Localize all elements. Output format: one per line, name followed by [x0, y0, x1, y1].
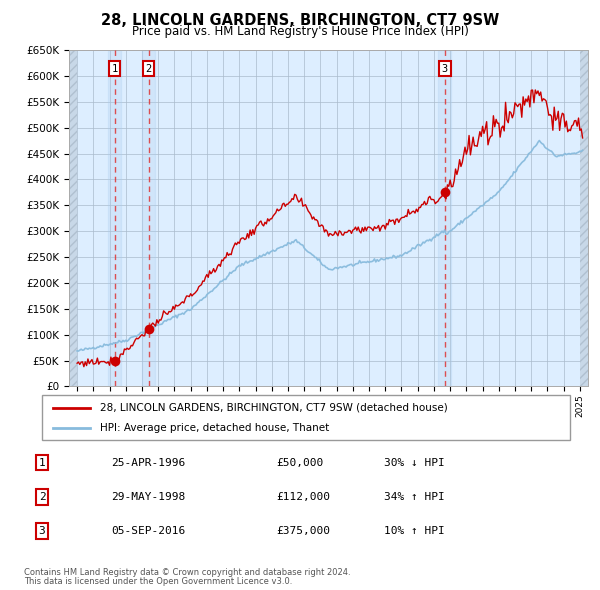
Text: 2: 2: [38, 492, 46, 502]
Text: 10% ↑ HPI: 10% ↑ HPI: [384, 526, 445, 536]
Text: 29-MAY-1998: 29-MAY-1998: [111, 492, 185, 502]
Text: 1: 1: [112, 64, 118, 74]
Text: This data is licensed under the Open Government Licence v3.0.: This data is licensed under the Open Gov…: [24, 578, 292, 586]
Text: £112,000: £112,000: [276, 492, 330, 502]
FancyBboxPatch shape: [42, 395, 570, 440]
Text: £375,000: £375,000: [276, 526, 330, 536]
Text: 28, LINCOLN GARDENS, BIRCHINGTON, CT7 9SW: 28, LINCOLN GARDENS, BIRCHINGTON, CT7 9S…: [101, 13, 499, 28]
Text: £50,000: £50,000: [276, 458, 323, 467]
Text: 28, LINCOLN GARDENS, BIRCHINGTON, CT7 9SW (detached house): 28, LINCOLN GARDENS, BIRCHINGTON, CT7 9S…: [100, 403, 448, 412]
Text: Contains HM Land Registry data © Crown copyright and database right 2024.: Contains HM Land Registry data © Crown c…: [24, 568, 350, 577]
Text: 1: 1: [38, 458, 46, 467]
Text: HPI: Average price, detached house, Thanet: HPI: Average price, detached house, Than…: [100, 423, 329, 433]
Text: 05-SEP-2016: 05-SEP-2016: [111, 526, 185, 536]
Bar: [142, 50, 155, 386]
Text: 30% ↓ HPI: 30% ↓ HPI: [384, 458, 445, 467]
Text: 2: 2: [146, 64, 152, 74]
Bar: [69, 50, 77, 386]
Text: 25-APR-1996: 25-APR-1996: [111, 458, 185, 467]
Text: Price paid vs. HM Land Registry's House Price Index (HPI): Price paid vs. HM Land Registry's House …: [131, 25, 469, 38]
Text: 34% ↑ HPI: 34% ↑ HPI: [384, 492, 445, 502]
Text: 3: 3: [442, 64, 448, 74]
Bar: [439, 50, 451, 386]
Text: 3: 3: [38, 526, 46, 536]
Bar: [580, 50, 588, 386]
Bar: [108, 50, 121, 386]
